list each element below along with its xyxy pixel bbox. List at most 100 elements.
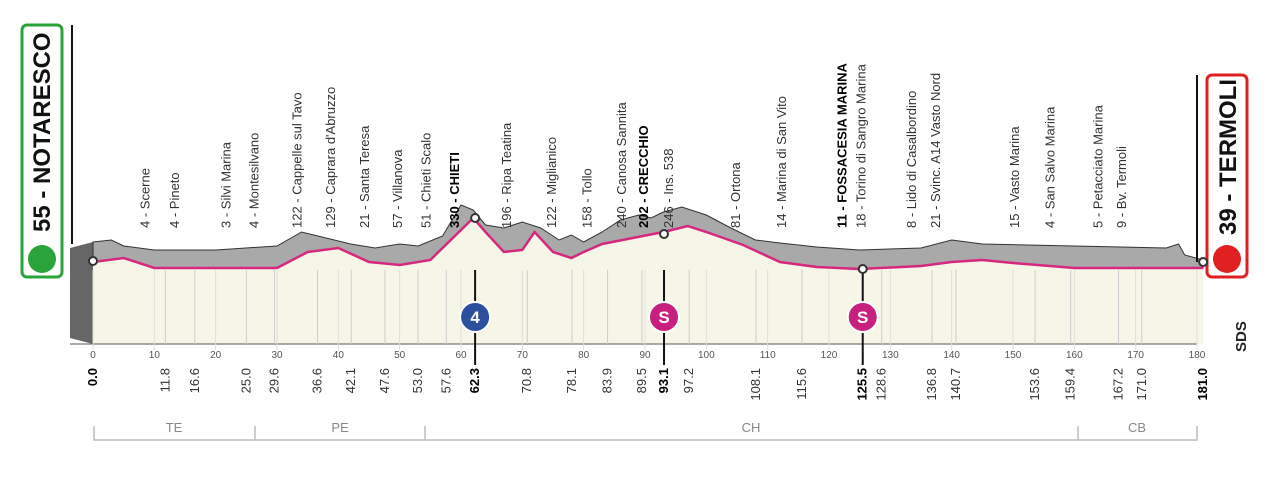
route-line [92,216,1204,271]
place-label: 4 - San Salvo Marina [1043,106,1058,228]
km-tick-label: 10 [149,350,161,361]
start-label: 55 - NOTARESCO [29,32,56,232]
distance-label: 11.8 [157,368,172,392]
profile [70,204,1204,350]
waypoint-dot [659,229,670,239]
ground [93,218,1204,344]
km-tick-label: 150 [1005,350,1022,361]
place-label: 122 - Cappelle sul Tavo [289,92,304,228]
place-label: 158 - Tollo [580,168,595,228]
distance-label: 128.6 [874,368,889,401]
km-tick-label: 120 [821,350,838,361]
distance-label: 181.0 [1195,368,1210,401]
road-side [70,242,93,344]
place-label: 21 - Santa Teresa [357,125,372,228]
distance-label: 97.2 [681,368,696,393]
distance-label: 42.1 [343,368,358,393]
place-label: 18 - Torino di Sangro Marina [854,63,869,228]
distance-label: 115.6 [794,368,809,400]
km-tick-label: 40 [333,350,345,361]
badge-label: 4 [470,308,480,327]
distance-label: 25.0 [238,368,253,393]
place-label: 4 - Montesilvano [247,133,262,228]
place-label: 4 - Pineto [167,172,182,228]
place-label: 4 - Scerne [137,168,152,228]
km-tick-label: 110 [760,350,776,361]
distance-label: 140.7 [948,368,963,401]
logo: SDS [1233,321,1250,352]
finish-box [1205,73,1249,279]
km-tick-label: 170 [1127,350,1144,361]
place-label: 129 - Caprara d'Abruzzo [323,87,338,228]
distance-label: 83.9 [600,368,615,393]
distance-label: 89.5 [634,368,649,393]
distance-label: 153.6 [1027,368,1042,401]
place-label: 196 - Ripa Teatina [499,122,514,228]
km-tick-label: 20 [210,350,222,361]
waypoint-dot [470,213,481,223]
distance-label: 93.1 [656,368,671,393]
place-label: 3 - Silvi Marina [218,141,233,228]
place-label: 15 - Vasto Marina [1007,126,1022,228]
place-label: 202 - CRECCHIO [636,125,651,228]
waypoint-dot [857,264,868,274]
region-label: TE [166,420,183,435]
km-tick-label: 160 [1066,350,1083,361]
place-label: 9 - Bv. Termoli [1114,146,1129,228]
finish-icon [1213,245,1241,273]
km-tick-label: 140 [943,350,960,361]
distance-label: 136.8 [924,368,939,401]
km-tick-label: 90 [639,350,651,361]
region-brackets [93,426,1198,441]
place-label: 240 - Canosa Sannita [614,101,629,228]
place-label: 21 - Svinc. A14 Vasto Nord [928,73,943,228]
km-tick-label: 130 [882,350,899,361]
distance-label: 36.6 [309,368,324,393]
distance-label: 53.0 [410,368,425,393]
start-icon [28,245,56,273]
finish-dot [1198,257,1209,267]
region-label: PE [331,420,349,435]
km-tick-label: 50 [394,350,406,361]
badge-label: S [658,308,669,327]
region-label: CH [742,420,761,435]
distance-label: 78.1 [564,368,579,393]
km-tick-label: 180 [1189,350,1206,361]
distance-label: 70.8 [519,368,534,393]
km-tick-label: 100 [698,350,715,361]
distance-label: 171.0 [1134,368,1149,401]
distance-label: 47.6 [377,368,392,393]
km-tick-label: 30 [271,350,283,361]
distance-label: 62.3 [467,368,482,393]
distance-label: 29.6 [267,368,282,393]
place-label: 81 - Ortona [728,161,743,228]
place-label: 57 - Villanova [390,149,405,228]
badge [846,301,879,333]
badge [459,301,492,333]
region-label: CB [1128,420,1146,435]
finish-label: 39 - TERMOLI [1215,79,1242,235]
place-label: 51 - Chieti Scalo [418,133,433,228]
start-box [20,23,64,279]
badge [648,301,681,333]
start-dot [88,256,98,266]
distance-label: 57.6 [438,368,453,393]
km-tick-label: 80 [578,350,590,361]
badge-label: S [857,308,868,327]
place-label: 5 - Petacciato Marina [1090,104,1105,228]
km-tick-label: 0 [90,350,96,361]
place-label: 8 - Lido di Casalbordino [904,91,919,228]
place-label: 330 - CHIETI [447,152,462,228]
place-label: 11 - FOSSACESIA MARINA [835,62,850,228]
place-label: 14 - Marina di San Vito [774,96,789,228]
place-label: 122 - Miglianico [544,137,559,228]
distance-label: 125.5 [855,368,870,401]
distance-label: 0.0 [85,368,100,386]
distance-label: 16.6 [187,368,202,393]
distance-label: 167.2 [1110,368,1125,401]
km-tick-label: 70 [517,350,529,361]
km-tick-label: 60 [455,350,467,361]
distance-label: 108.1 [748,368,763,401]
distance-label: 159.4 [1063,368,1078,401]
